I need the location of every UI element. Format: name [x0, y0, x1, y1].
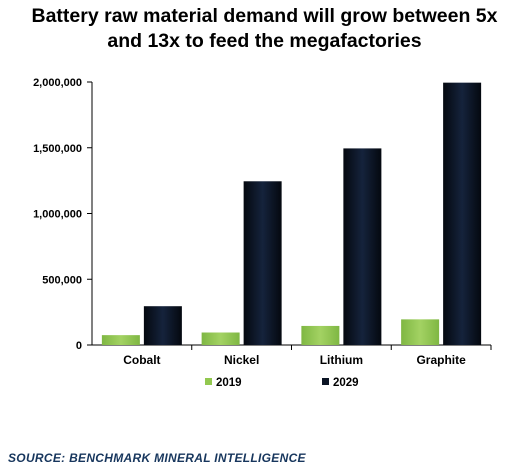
y-tick-label: 1,000,000 [33, 209, 82, 221]
y-tick-label: 500,000 [42, 274, 82, 286]
chart-title-line-1: Battery raw material demand will grow be… [31, 5, 498, 27]
source-note: SOURCE: BENCHMARK MINERAL INTELLIGENCE [8, 451, 306, 465]
plot-area: 0 500,000 1,000,000 1,500,000 2,000,000 Cobal… [33, 77, 492, 389]
x-tick-label: Graphite [416, 353, 466, 367]
x-tick-label: Nickel [224, 353, 259, 367]
legend-swatch-2019 [205, 378, 212, 385]
x-tick-label: Cobalt [123, 353, 160, 367]
legend-label-2029: 2029 [333, 377, 359, 389]
bar-graphite-2029 [443, 82, 482, 345]
y-tick-label: 0 [76, 340, 82, 352]
y-tick-label: 2,000,000 [33, 77, 82, 89]
bar-lithium-2019 [301, 325, 340, 345]
chart-title: Battery raw material demand will grow be… [0, 4, 529, 54]
legend-label-2019: 2019 [216, 377, 242, 389]
bar-graphite-2019 [401, 319, 440, 345]
bar-cobalt-2029 [143, 306, 182, 345]
bar-cobalt-2019 [101, 335, 140, 345]
y-tick-label: 1,500,000 [33, 143, 82, 155]
bar-lithium-2029 [343, 148, 382, 345]
bar-nickel-2029 [243, 181, 282, 345]
chart-title-line-2: and 13x to feed the megafactories [107, 30, 422, 52]
legend-swatch-2029 [322, 378, 329, 385]
x-tick-label: Lithium [320, 353, 363, 367]
bar-nickel-2019 [201, 332, 240, 345]
